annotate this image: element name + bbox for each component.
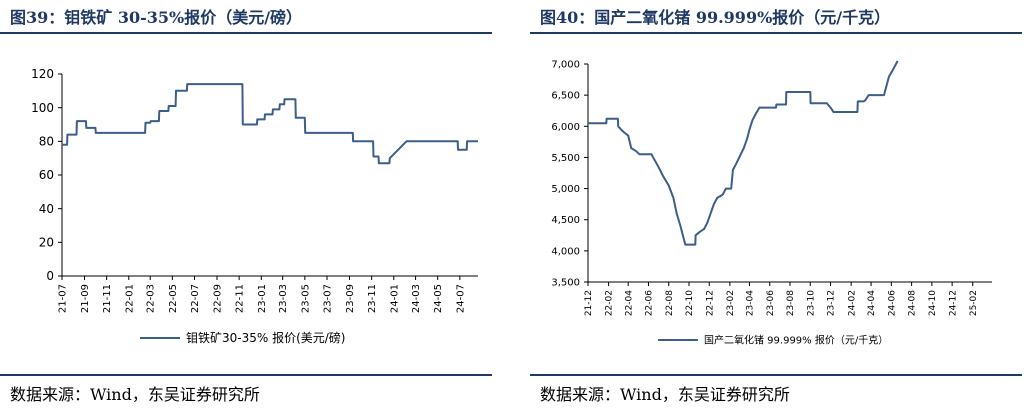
x-tick-label: 22-07 (190, 284, 201, 313)
x-tick-label: 24-12 (948, 290, 958, 316)
x-tick-label: 24-06 (887, 290, 897, 316)
y-tick-label: 80 (39, 135, 54, 149)
x-tick-label: 23-02 (726, 290, 736, 316)
x-tick-label: 23-09 (345, 284, 356, 313)
x-tick-label: 23-05 (300, 284, 311, 313)
x-tick-label: 22-09 (213, 284, 224, 313)
x-tick-label: 22-08 (665, 290, 675, 316)
x-tick-label: 23-01 (257, 284, 268, 313)
legend-label: 国产二氧化锗 99.999% 报价（元/千克） (704, 334, 888, 347)
y-tick-label: 120 (31, 67, 54, 81)
x-tick-label: 22-05 (168, 284, 179, 313)
series-line (588, 60, 899, 246)
chart-panel-right: 图40：国产二氧化锗 99.999%报价（元/千克） 3,500 4,000 4,5… (530, 0, 1032, 411)
y-tick-label: 5,000 (551, 184, 580, 195)
source-note: 数据来源：Wind，东吴证券研究所 (10, 385, 260, 404)
y-tick-label: 20 (39, 236, 54, 250)
x-tick-label: 24-04 (867, 290, 877, 316)
title-rule (0, 32, 492, 34)
source-note: 数据来源：Wind，东吴证券研究所 (540, 385, 790, 404)
x-tick-label: 23-06 (766, 290, 776, 316)
x-tick-label: 21-07 (58, 284, 69, 313)
x-tick-label: 24-10 (928, 290, 938, 316)
y-tick-label: 0 (46, 269, 54, 283)
y-tick-label: 60 (39, 168, 54, 182)
x-tick-label: 22-06 (645, 290, 655, 316)
x-tick-label: 23-08 (786, 290, 796, 316)
x-tick-label: 22-10 (685, 290, 695, 316)
chart-panel-left: 图39：钼铁矿 30-35%报价（美元/磅） 0 20 40 60 80 100 120 21… (0, 0, 502, 411)
x-tick-label: 21-12 (584, 290, 594, 316)
x-tick-label: 23-07 (322, 284, 333, 313)
x-tick-label: 22-01 (124, 284, 135, 313)
x-tick-label: 21-09 (80, 284, 91, 313)
x-tick-label: 23-10 (806, 290, 816, 316)
y-tick-label: 6,500 (551, 91, 580, 102)
x-tick-label: 21-11 (102, 284, 113, 313)
x-tick-label: 24-05 (433, 284, 444, 313)
x-tick-label: 24-03 (411, 284, 422, 313)
figure-title: 图39：钼铁矿 30-35%报价（美元/磅） (10, 8, 303, 27)
y-tick-label: 4,500 (551, 215, 580, 226)
x-tick-label: 24-01 (389, 284, 400, 313)
y-tick-label: 6,000 (551, 122, 580, 133)
x-tick-label: 24-02 (847, 290, 857, 316)
y-tick-label: 7,000 (551, 60, 580, 71)
x-tick-label: 23-11 (367, 284, 378, 313)
y-tick-label: 3,500 (551, 278, 580, 289)
x-tick-label: 23-03 (278, 284, 289, 313)
x-tick-label: 23-04 (746, 290, 756, 316)
x-tick-label: 23-12 (827, 290, 837, 316)
y-tick-label: 100 (31, 101, 54, 115)
title-rule (530, 32, 1022, 34)
y-tick-label: 4,000 (551, 246, 580, 257)
x-tick-label: 22-12 (705, 290, 715, 316)
y-tick-label: 40 (39, 202, 54, 216)
series-line (62, 83, 478, 165)
x-tick-label: 24-07 (455, 284, 466, 313)
y-tick-label: 5,500 (551, 153, 580, 164)
legend-label: 钼铁矿30-35% 报价(美元/磅) (186, 330, 346, 345)
x-tick-label: 22-03 (146, 284, 157, 313)
source-rule (530, 374, 1022, 376)
x-tick-label: 22-04 (624, 290, 634, 316)
x-tick-label: 22-02 (605, 290, 615, 316)
line-chart-germanium: 3,500 4,000 4,500 5,000 5,500 6,000 6,500 7,000… (551, 60, 992, 347)
x-tick-label: 24-08 (908, 290, 918, 316)
line-chart-molybdenum: 0 20 40 60 80 100 120 21-07 21-09 21-11 22-01 22-03… (31, 67, 478, 345)
x-tick-label: 25-02 (969, 290, 979, 316)
source-rule (0, 374, 492, 376)
x-tick-label: 22-11 (235, 284, 246, 313)
figure-title: 图40：国产二氧化锗 99.999%报价（元/千克） (540, 8, 891, 27)
